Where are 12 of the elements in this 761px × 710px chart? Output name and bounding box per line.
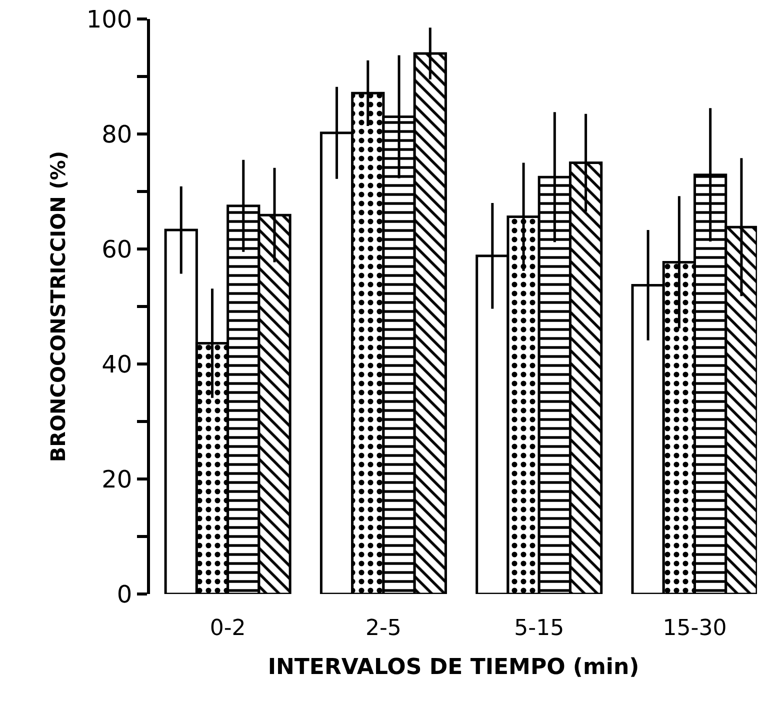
x-tick-label: 0-2 (210, 616, 246, 641)
x-axis-title: INTERVALOS DE TIEMPO (min) (268, 654, 640, 680)
y-tick-label: 0 (116, 580, 132, 608)
y-tick-label: 20 (102, 465, 132, 494)
y-axis-title: BRONCOCONSTRICCION (%) (46, 150, 70, 462)
x-tick-label: 5-15 (514, 616, 564, 641)
y-tick-label: 60 (102, 235, 132, 264)
x-tick-label: 15-30 (662, 616, 727, 641)
y-tick-label: 100 (86, 5, 132, 34)
y-tick-label: 40 (102, 350, 132, 378)
x-tick-label: 2-5 (365, 616, 402, 641)
y-tick-label: 80 (102, 120, 132, 148)
